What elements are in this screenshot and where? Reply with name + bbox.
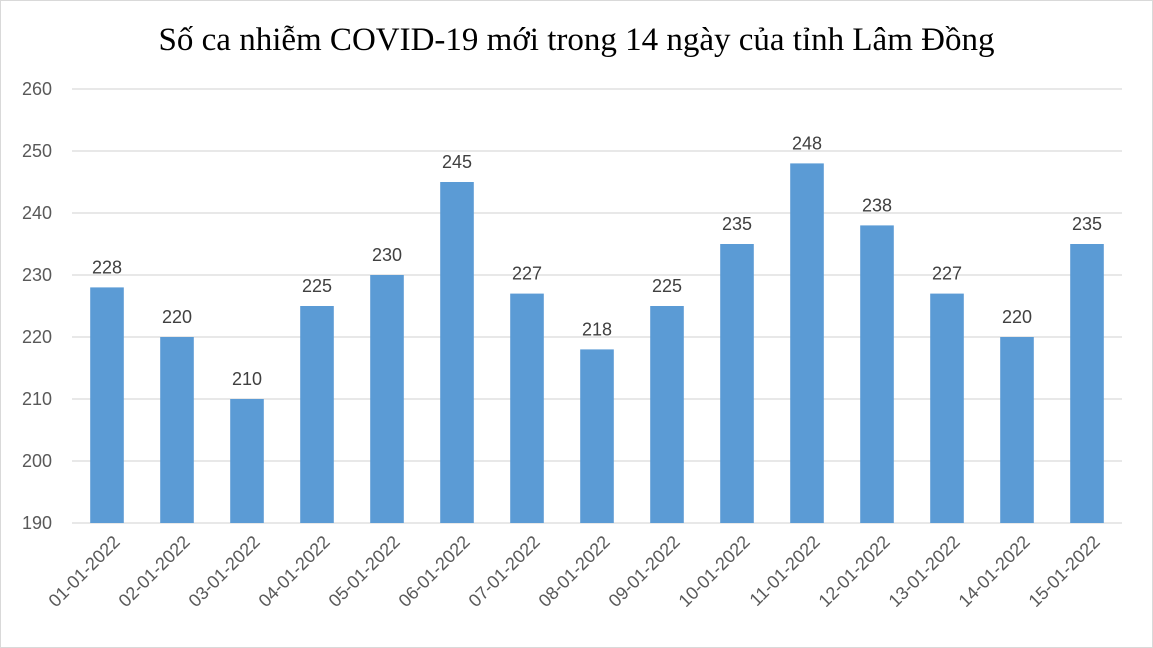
x-tick-label: 14-01-2022	[955, 532, 1034, 611]
data-label: 218	[582, 319, 612, 339]
data-label: 227	[512, 264, 542, 284]
bar	[930, 293, 964, 523]
bar	[440, 182, 474, 523]
x-tick-label: 12-01-2022	[815, 532, 894, 611]
bars	[90, 163, 1104, 523]
y-tick-label: 220	[22, 327, 52, 347]
y-axis-ticks: 190 200 210 220 230 240 250 260	[22, 79, 52, 533]
bar	[860, 225, 894, 523]
data-label: 220	[162, 307, 192, 327]
x-tick-label: 08-01-2022	[535, 532, 614, 611]
bar	[1000, 337, 1034, 523]
chart-title: Số ca nhiễm COVID-19 mới trong 14 ngày c…	[158, 22, 995, 58]
bar	[720, 244, 754, 523]
x-tick-label: 01-01-2022	[45, 532, 124, 611]
x-tick-label: 09-01-2022	[605, 532, 684, 611]
bar	[1070, 244, 1104, 523]
data-label: 227	[932, 264, 962, 284]
x-tick-label: 13-01-2022	[885, 532, 964, 611]
x-tick-label: 10-01-2022	[675, 532, 754, 611]
y-tick-label: 210	[22, 389, 52, 409]
bar	[580, 349, 614, 523]
y-tick-label: 200	[22, 451, 52, 471]
x-tick-label: 06-01-2022	[395, 532, 474, 611]
data-label: 220	[1002, 307, 1032, 327]
data-label: 230	[372, 245, 402, 265]
y-tick-label: 260	[22, 79, 52, 99]
x-axis-ticks: 01-01-202202-01-202203-01-202204-01-2022…	[45, 532, 1104, 611]
y-tick-label: 250	[22, 141, 52, 161]
data-label: 238	[862, 195, 892, 215]
data-label: 225	[302, 276, 332, 296]
data-label: 235	[1072, 214, 1102, 234]
bar	[370, 275, 404, 523]
data-label: 210	[232, 369, 262, 389]
bar	[230, 399, 264, 523]
x-tick-label: 07-01-2022	[465, 532, 544, 611]
x-tick-label: 05-01-2022	[325, 532, 404, 611]
data-label: 248	[792, 133, 822, 153]
bar	[160, 337, 194, 523]
y-tick-label: 230	[22, 265, 52, 285]
x-tick-label: 03-01-2022	[185, 532, 264, 611]
bar	[90, 287, 124, 523]
bar	[300, 306, 334, 523]
data-label: 228	[92, 257, 122, 277]
bar	[510, 293, 544, 523]
x-tick-label: 11-01-2022	[746, 532, 824, 610]
data-labels: 228 220 210 225 230 245 227 218 225 235 248 238 227 2…	[92, 133, 1102, 389]
bar	[650, 306, 684, 523]
x-tick-label: 02-01-2022	[115, 532, 194, 611]
y-tick-label: 190	[22, 513, 52, 533]
x-tick-label: 04-01-2022	[255, 532, 334, 611]
data-label: 225	[652, 276, 682, 296]
bar	[790, 163, 824, 523]
data-label: 245	[442, 152, 472, 172]
data-label: 235	[722, 214, 752, 234]
x-tick-label: 15-01-2022	[1025, 532, 1104, 611]
y-tick-label: 240	[22, 203, 52, 223]
